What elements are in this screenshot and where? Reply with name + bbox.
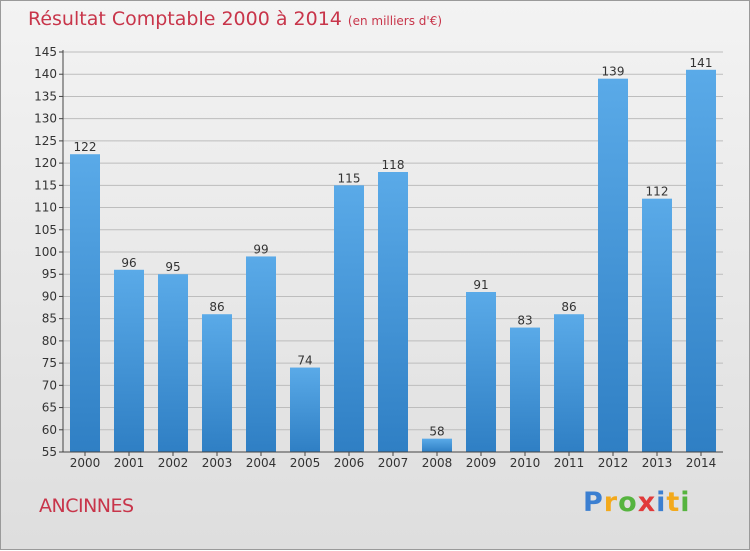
bar-value-label: 74 — [297, 354, 312, 368]
bar-2004 — [246, 256, 276, 452]
y-tick-label: 90 — [42, 289, 57, 303]
y-tick-label: 110 — [34, 201, 57, 215]
bar-value-label: 118 — [382, 158, 405, 172]
bar-value-label: 58 — [429, 425, 444, 439]
y-tick-label: 100 — [34, 245, 57, 259]
bar-value-label: 99 — [253, 242, 268, 256]
bar-value-label: 112 — [646, 185, 669, 199]
y-tick-label: 115 — [34, 178, 57, 192]
x-tick-label: 2010 — [510, 456, 541, 470]
y-tick-label: 120 — [34, 156, 57, 170]
chart-unit-label: (en milliers d'€) — [347, 14, 443, 28]
y-tick-label: 65 — [42, 401, 57, 415]
bar-value-label: 95 — [165, 260, 180, 274]
x-tick-label: 2011 — [554, 456, 585, 470]
x-tick-label: 2007 — [378, 456, 409, 470]
bar-2013 — [642, 198, 672, 452]
bar-2010 — [510, 327, 540, 452]
logo-letter: t — [666, 487, 681, 518]
x-tick-label: 2004 — [246, 456, 277, 470]
bar-value-label: 115 — [338, 171, 361, 185]
bar-value-label: 141 — [690, 56, 713, 70]
x-tick-label: 2000 — [70, 456, 101, 470]
y-tick-label: 135 — [34, 89, 57, 103]
logo-letter: x — [637, 487, 657, 518]
y-tick-label: 85 — [42, 312, 57, 326]
bar-2009 — [466, 292, 496, 452]
bar-value-label: 122 — [74, 140, 97, 154]
logo-letter: r — [603, 487, 619, 518]
bar-2007 — [378, 172, 408, 452]
bar-2001 — [114, 269, 144, 452]
x-tick-label: 2014 — [686, 456, 717, 470]
x-tick-label: 2009 — [466, 456, 497, 470]
bar-value-label: 86 — [561, 300, 576, 314]
y-tick-label: 70 — [42, 378, 57, 392]
x-tick-label: 2005 — [290, 456, 321, 470]
bar-2014 — [686, 69, 716, 453]
y-tick-label: 75 — [42, 356, 57, 370]
y-tick-label: 95 — [42, 267, 57, 281]
y-tick-label: 125 — [34, 134, 57, 148]
logo-letter: i — [680, 487, 691, 518]
logo-letter: o — [618, 487, 638, 518]
x-tick-label: 2003 — [202, 456, 233, 470]
labels: 55 60 65 70 75 80 85 90 95 100 105 110 115 120 125 130 1… — [34, 45, 716, 470]
x-tick-label: 2013 — [642, 456, 673, 470]
bar-value-label: 96 — [121, 256, 136, 270]
bar-2002 — [158, 274, 188, 452]
bar-2012 — [598, 78, 628, 453]
y-tick-label: 105 — [34, 223, 57, 237]
y-tick-label: 60 — [42, 423, 57, 437]
x-tick-label: 2006 — [334, 456, 365, 470]
bar-value-label: 83 — [517, 314, 532, 328]
axes — [59, 50, 723, 456]
bar-value-label: 139 — [602, 65, 625, 79]
bar-2005 — [290, 367, 320, 452]
bar-2008 — [422, 438, 452, 452]
bar-2003 — [202, 314, 232, 452]
proxiti-logo: Proxiti — [583, 487, 691, 518]
chart-title: Résultat Comptable 2000 à 2014 (en millie… — [28, 8, 442, 30]
x-tick-label: 2002 — [158, 456, 189, 470]
y-tick-label: 80 — [42, 334, 57, 348]
bar-2000 — [70, 154, 100, 452]
bar-value-label: 86 — [209, 300, 224, 314]
logo-letter: P — [583, 487, 604, 518]
x-tick-label: 2008 — [422, 456, 453, 470]
chart-title-text: Résultat Comptable 2000 à 2014 — [28, 8, 342, 30]
y-tick-label: 145 — [34, 45, 57, 59]
x-tick-label: 2001 — [114, 456, 145, 470]
place-name: ANCINNES — [39, 495, 134, 517]
bars — [70, 69, 716, 453]
y-tick-label: 55 — [42, 445, 57, 459]
x-tick-label: 2012 — [598, 456, 629, 470]
bar-value-label: 91 — [473, 278, 488, 292]
logo-letter: i — [656, 487, 667, 518]
y-tick-label: 130 — [34, 112, 57, 126]
bar-2006 — [334, 185, 364, 453]
y-tick-label: 140 — [34, 67, 57, 81]
bar-2011 — [554, 314, 584, 452]
